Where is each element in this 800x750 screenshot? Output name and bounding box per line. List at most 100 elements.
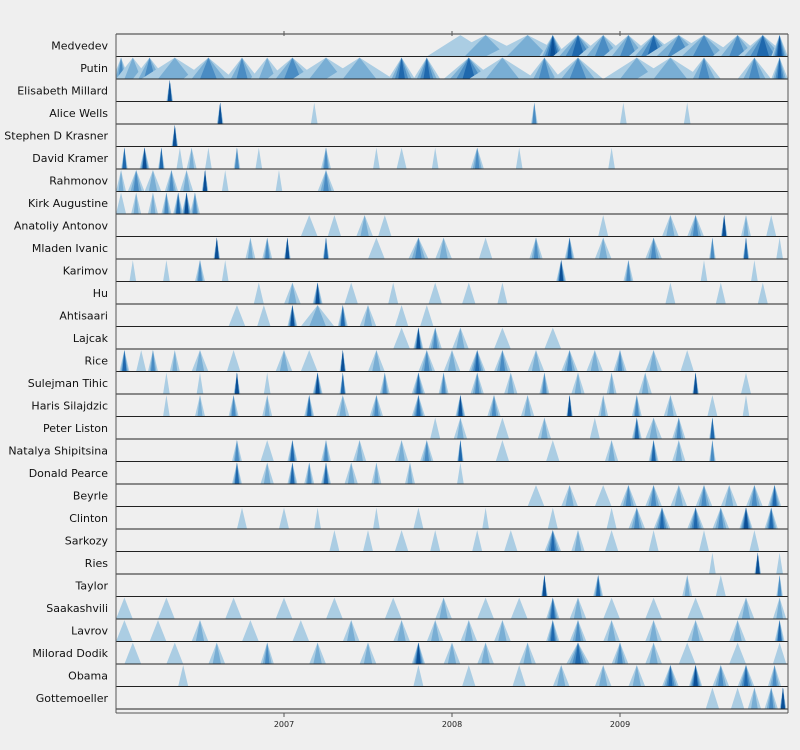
horizon-band	[680, 350, 694, 372]
series-row: Donald Pearce	[29, 462, 788, 485]
horizon-band	[559, 260, 564, 282]
horizon-band	[315, 282, 320, 304]
horizon-band	[172, 125, 177, 147]
horizon-band	[598, 215, 609, 237]
horizon-band	[122, 147, 127, 169]
horizon-band	[189, 147, 195, 169]
horizon-band	[163, 395, 170, 417]
horizon-band	[430, 530, 441, 552]
horizon-band	[573, 597, 583, 619]
horizon-band	[118, 170, 124, 192]
horizon-band	[323, 440, 329, 462]
series-label: Rice	[84, 354, 108, 367]
horizon-band	[776, 597, 783, 619]
series-row: Alice Wells	[49, 102, 788, 125]
horizon-band	[347, 620, 356, 642]
horizon-band	[236, 57, 248, 79]
series-row: Haris Silajdzic	[31, 395, 788, 417]
horizon-band	[356, 440, 363, 462]
horizon-band	[594, 35, 612, 57]
series-label: David Kramer	[32, 152, 108, 165]
horizon-band	[741, 597, 751, 619]
horizon-band	[407, 462, 413, 484]
horizon-band	[668, 665, 673, 687]
horizon-band	[650, 237, 657, 259]
horizon-band	[729, 642, 746, 664]
horizon-band	[604, 530, 619, 552]
horizon-band	[772, 665, 777, 687]
horizon-band	[609, 372, 615, 394]
series-row: Elisabeth Millard	[17, 80, 788, 102]
horizon-band	[571, 35, 585, 57]
horizon-band	[608, 440, 615, 462]
horizon-band	[649, 642, 658, 664]
horizon-band	[314, 507, 321, 529]
horizon-band	[718, 507, 724, 529]
horizon-band	[693, 372, 698, 394]
horizon-band	[729, 35, 746, 57]
horizon-band	[693, 507, 698, 529]
series-row: Milorad Dodik	[32, 642, 788, 665]
horizon-band	[665, 282, 676, 304]
horizon-band	[634, 395, 639, 417]
horizon-band	[307, 395, 312, 417]
horizon-band	[776, 237, 783, 259]
horizon-band	[512, 665, 526, 687]
series-label: Natalya Shipitsina	[8, 444, 108, 457]
horizon-band	[692, 35, 716, 57]
horizon-band	[176, 192, 181, 214]
horizon-band	[363, 642, 373, 664]
horizon-band	[323, 462, 329, 484]
horizon-band	[481, 642, 490, 664]
horizon-band	[218, 102, 223, 124]
horizon-band	[413, 507, 424, 529]
series-label: Taylor	[75, 579, 109, 592]
horizon-band	[740, 372, 752, 394]
horizon-band	[447, 642, 457, 664]
horizon-band	[743, 215, 749, 237]
series-label: Sarkozy	[65, 534, 109, 547]
horizon-band	[507, 372, 515, 394]
x-axis: 2007 2008 2009	[115, 31, 789, 729]
horizon-band	[634, 507, 640, 529]
horizon-band	[575, 642, 581, 664]
horizon-band	[722, 215, 727, 237]
series-label: Medvedev	[51, 39, 108, 52]
horizon-band	[167, 80, 172, 102]
horizon-band	[499, 350, 506, 372]
horizon-band	[163, 372, 170, 394]
x-tick-label: 2007	[274, 720, 294, 729]
horizon-band	[148, 170, 158, 192]
horizon-band	[683, 102, 691, 124]
horizon-band	[258, 57, 276, 79]
horizon-band	[730, 687, 745, 709]
horizon-band	[757, 282, 768, 304]
horizon-band	[384, 597, 402, 619]
horizon-band	[228, 305, 246, 327]
horizon-band	[710, 417, 715, 439]
series-label: Rahmonov	[49, 174, 108, 187]
horizon-band	[497, 282, 508, 304]
horizon-band	[307, 462, 312, 484]
horizon-band	[432, 327, 438, 349]
horizon-band	[538, 57, 550, 79]
series-label: Alice Wells	[49, 107, 108, 120]
horizon-band	[542, 575, 547, 597]
horizon-band	[260, 440, 274, 462]
horizon-band	[772, 485, 777, 507]
horizon-band	[124, 57, 142, 79]
horizon-band	[666, 215, 675, 237]
series-label: Lavrov	[71, 624, 108, 637]
horizon-band	[777, 57, 782, 79]
horizon-band	[221, 260, 229, 282]
horizon-band	[290, 440, 295, 462]
horizon-band	[494, 327, 511, 349]
horizon-band	[133, 170, 139, 192]
horizon-band	[340, 350, 345, 372]
horizon-band	[541, 417, 548, 439]
horizon-band	[626, 260, 631, 282]
horizon-band	[166, 642, 184, 664]
horizon-band	[705, 687, 720, 709]
horizon-band	[200, 57, 217, 79]
horizon-band	[413, 665, 424, 687]
